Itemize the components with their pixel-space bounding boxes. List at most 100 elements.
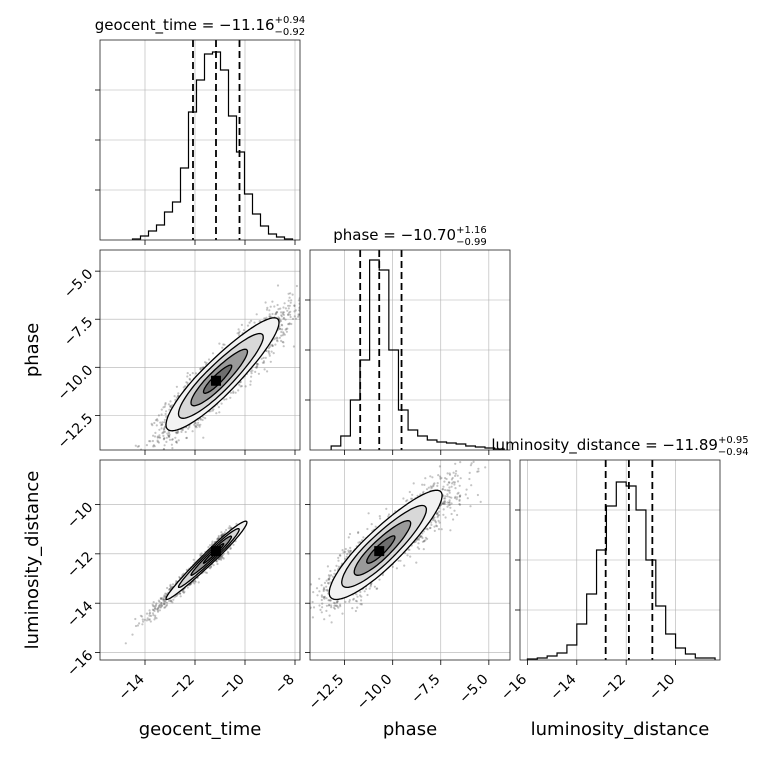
sample-point: [186, 375, 189, 378]
sample-point: [303, 295, 305, 297]
sample-point: [229, 547, 232, 551]
sample-point: [155, 608, 158, 611]
sample-point: [204, 417, 207, 420]
sample-point: [162, 603, 165, 606]
sample-point: [229, 391, 233, 394]
sample-point: [163, 444, 166, 447]
sample-point: [161, 421, 164, 424]
sample-point: [205, 571, 208, 575]
sample-point: [282, 313, 285, 316]
sample-point: [294, 317, 298, 320]
sample-point: [285, 330, 288, 333]
sample-point: [168, 599, 171, 603]
sample-point: [178, 575, 181, 579]
hist-phase-step: [330, 259, 505, 450]
sample-point: [158, 436, 161, 439]
sample-point: [167, 434, 170, 437]
sample-point: [266, 306, 269, 309]
sample-point: [194, 425, 197, 428]
sample-point: [168, 588, 171, 592]
sample-point: [269, 315, 272, 318]
sample-point: [156, 435, 159, 438]
sample-point: [191, 430, 194, 433]
sample-point: [288, 296, 291, 299]
sample-point: [282, 332, 285, 335]
sample-point: [281, 328, 284, 331]
sample-point: [163, 427, 166, 430]
sample-point: [162, 434, 165, 437]
sample-point: [154, 616, 157, 619]
sample-point: [297, 315, 300, 318]
sample-point: [161, 423, 164, 426]
sample-point: [264, 356, 267, 359]
sample-point: [149, 614, 153, 618]
hist-luminosity-distance-panel: [520, 460, 720, 660]
sample-point: [162, 600, 165, 603]
sample-point: [204, 571, 207, 574]
sample-point: [151, 439, 154, 443]
sample-point: [280, 339, 283, 342]
sample-point: [300, 306, 302, 308]
sample-point: [211, 409, 214, 412]
sample-point: [216, 538, 219, 541]
sample-point: [265, 316, 268, 319]
sample-point: [135, 475, 137, 477]
sample-point: [156, 440, 159, 443]
sample-point: [176, 395, 179, 398]
sample-point: [278, 327, 281, 330]
sample-point: [280, 315, 283, 318]
sample-point: [150, 422, 153, 425]
sample-point: [281, 334, 284, 337]
scatter-geocent-time-vs-phase-core: [211, 375, 221, 386]
sample-point: [217, 534, 220, 538]
sample-point: [174, 398, 177, 402]
sample-point: [161, 605, 164, 608]
sample-point: [254, 370, 257, 373]
hist-geocent-time-panel: [100, 40, 300, 240]
sample-point: [257, 363, 260, 366]
sample-point: [294, 309, 297, 312]
sample-point: [164, 601, 167, 604]
sample-point: [297, 313, 300, 316]
sample-point: [142, 620, 145, 623]
sample-point: [264, 301, 267, 304]
sample-point: [307, 295, 309, 297]
sample-point: [176, 431, 179, 434]
sample-point: [165, 415, 168, 418]
sample-point: [145, 444, 148, 447]
sample-point: [280, 323, 283, 326]
sample-point: [222, 343, 225, 346]
sample-point: [141, 467, 143, 469]
hist-luminosity-distance-x-tick-label: −14: [547, 671, 579, 703]
sample-point: [155, 617, 158, 620]
sample-point: [287, 307, 290, 310]
sample-point: [232, 391, 235, 394]
sample-point: [323, 271, 325, 273]
sample-point: [151, 612, 155, 615]
sample-point: [301, 300, 303, 302]
sample-point: [319, 297, 321, 299]
sample-point: [217, 557, 220, 561]
sample-point: [155, 424, 158, 427]
sample-point: [230, 526, 233, 529]
sample-point: [257, 372, 260, 375]
sample-point: [268, 354, 271, 357]
sample-point: [255, 313, 258, 316]
sample-point: [267, 350, 270, 353]
sample-point: [212, 564, 215, 567]
sample-point: [160, 597, 163, 600]
sample-point: [189, 378, 192, 381]
sample-point: [275, 336, 278, 339]
sample-point: [274, 313, 277, 316]
sample-point: [174, 595, 177, 598]
sample-point: [139, 467, 141, 469]
sample-point: [209, 567, 212, 570]
sample-point: [244, 385, 247, 388]
sample-point: [267, 351, 270, 354]
sample-point: [211, 540, 214, 543]
sample-point: [302, 302, 304, 304]
sample-point: [256, 365, 259, 368]
scatter-geocent-time-vs-phase-contours: [165, 317, 280, 432]
sample-point: [225, 398, 228, 401]
sample-point: [159, 606, 162, 609]
